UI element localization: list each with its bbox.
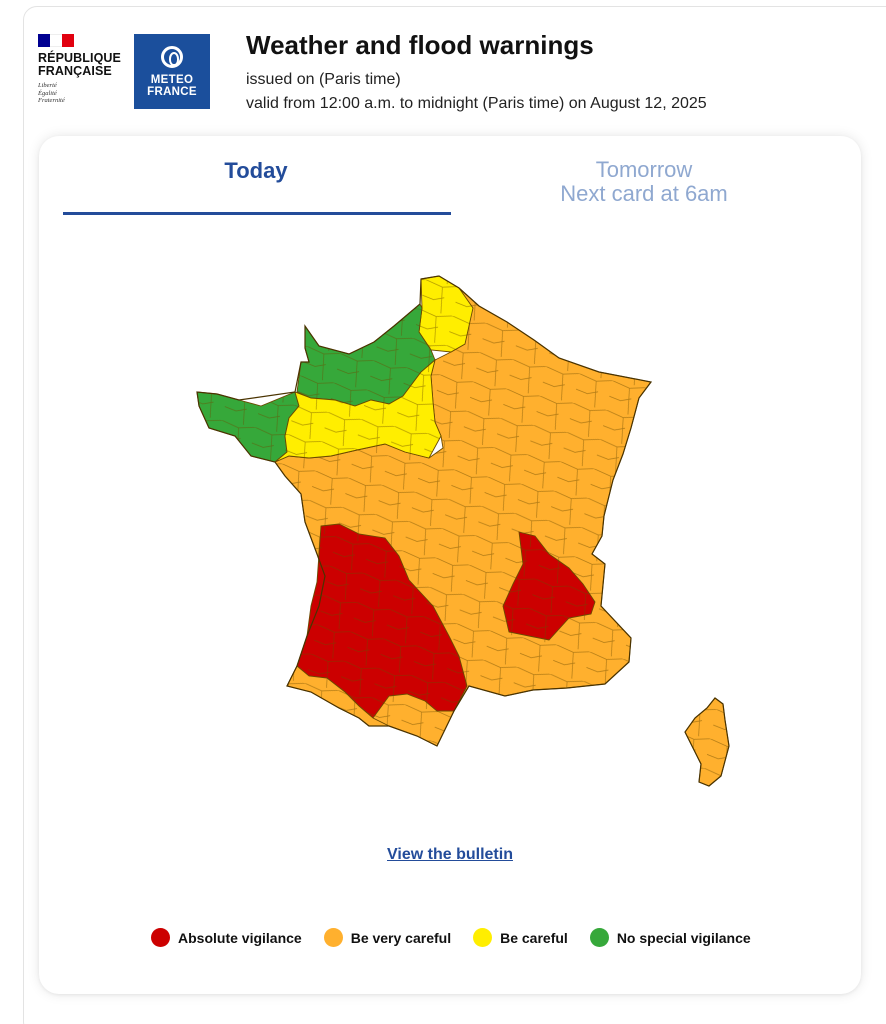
legend-label: Absolute vigilance [178,929,302,946]
republique-francaise-logo: RÉPUBLIQUE FRANÇAISE Liberté Égalité Fra… [38,34,128,114]
vigilance-map [39,136,861,836]
mf-line2: FRANCE [147,85,197,98]
tab-tomorrow[interactable]: Tomorrow Next card at 6am [457,158,831,214]
motto-liberte: Liberté [38,82,57,89]
legend-dot-icon [473,928,493,947]
motto-fraternite: Fraternité [38,97,65,104]
republique-line2: FRANÇAISE [38,64,112,78]
meteo-france-logo: METEO FRANCE [134,34,210,109]
department-borders [297,524,467,718]
legend-dot-icon [323,928,343,947]
legend-item: Absolute vigilance [151,928,302,947]
legend-item: No special vigilance [589,928,751,947]
french-flag-icon [38,34,74,47]
issued-text: issued on (Paris time) [246,71,401,88]
motto-egalite: Égalité [38,89,57,97]
page-title: Weather and flood warnings [246,30,594,60]
legend-dot-icon [151,928,170,947]
department-borders [503,532,595,640]
tab-today[interactable]: Today [224,158,288,183]
motto: Liberté Égalité Fraternité [38,82,128,105]
department-borders [419,276,473,352]
legend-item: Be very careful [323,928,452,947]
republique-name: RÉPUBLIQUE FRANÇAISE [38,52,128,78]
legend-item: Be careful [473,928,568,947]
valid-text: valid from 12:00 a.m. to midnight (Paris… [246,95,707,112]
legend-label: Be very careful [350,929,452,946]
meteo-france-text: METEO FRANCE [147,74,197,98]
tab-tomorrow-label: Tomorrow [595,157,693,182]
department-borders [197,392,299,462]
tab-active-indicator [63,212,451,215]
vigilance-regions [196,275,730,787]
view-bulletin-link[interactable]: View the bulletin [387,846,513,863]
department-borders [685,698,729,786]
issue-info: issued on (Paris time) valid from 12:00 … [246,68,707,116]
department-borders [297,304,435,406]
legend-dot-icon [589,928,609,947]
department-borders [275,360,441,462]
department-borders [287,666,389,726]
france-outline [196,275,653,747]
tab-tomorrow-sublabel: Next card at 6am [560,181,728,206]
meteo-france-emblem-icon [161,45,183,68]
france-map[interactable] [39,136,861,836]
legend: Absolute vigilance Be very careful Be care… [151,928,773,947]
legend-label: Be careful [500,929,568,946]
map-card: Today Tomorrow Next card at 6am View the… [39,136,861,994]
republique-line1: RÉPUBLIQUE [38,51,121,65]
corsica-outline [684,697,730,787]
mf-line1: METEO [150,73,194,86]
legend-label: No special vigilance [616,929,751,946]
